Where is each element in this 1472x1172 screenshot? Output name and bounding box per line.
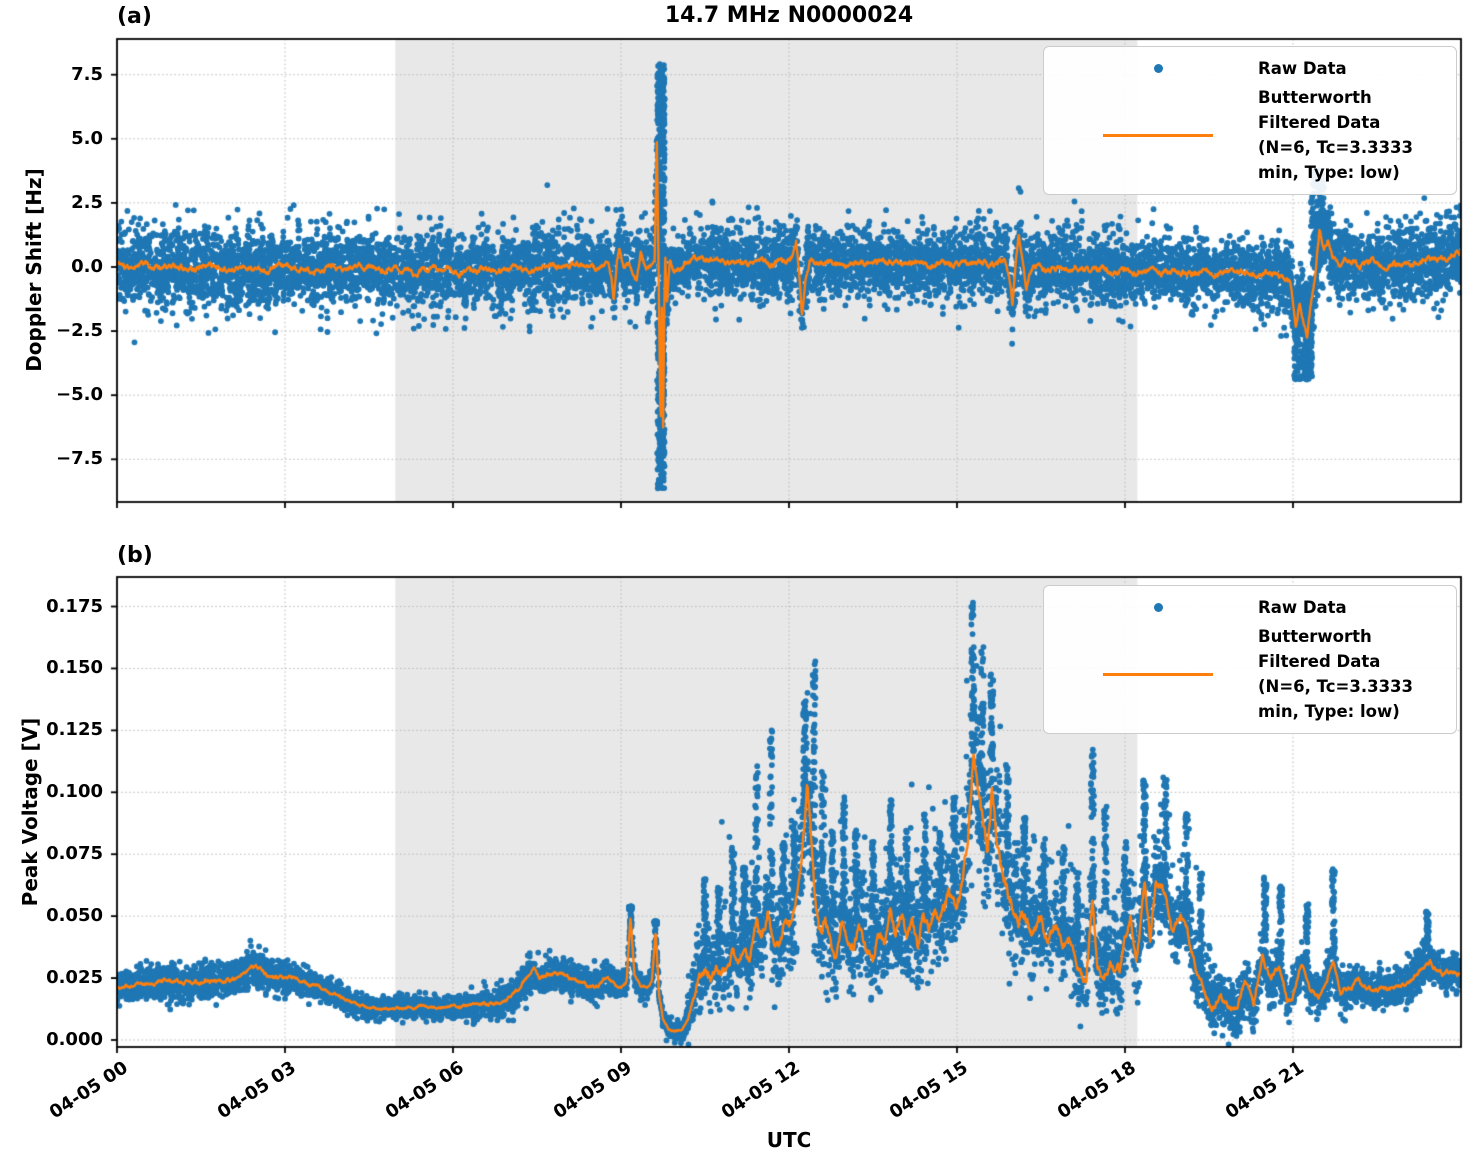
y-axis-label-voltage: Peak Voltage [V]	[18, 717, 42, 907]
panel-a-y-tick-label: 7.5	[71, 63, 103, 85]
legend-raw-label: Raw Data	[1258, 598, 1347, 617]
panel-b-y-tick-label: 0.100	[46, 781, 103, 803]
legend-row-raw: Raw Data	[1058, 595, 1446, 620]
legend-row-raw: Raw Data	[1058, 56, 1446, 81]
panel-b-y-tick-label: 0.000	[46, 1029, 103, 1050]
legend-filtered-label-line2: (N=6, Tc=3.3333 min, Type: low)	[1258, 138, 1414, 182]
legend-row-filtered: Butterworth Filtered Data (N=6, Tc=3.333…	[1058, 624, 1446, 724]
panel-b-label: (b)	[117, 543, 153, 568]
filtered-line-marker-icon	[1058, 672, 1258, 676]
panel-a-y-tick-label: 5.0	[71, 127, 103, 149]
legend-filtered-label-line2: (N=6, Tc=3.3333 min, Type: low)	[1258, 677, 1414, 721]
panel-a-y-tick-label: 2.5	[71, 191, 103, 213]
panel-b-y-tick-label: 0.150	[46, 657, 103, 679]
legend-raw-label: Raw Data	[1258, 59, 1347, 78]
figure-title: 14.7 MHz N0000024	[664, 3, 914, 28]
panel-b-y-tick-label: 0.075	[46, 843, 103, 865]
panel-b-y-tick-label: 0.125	[46, 719, 103, 741]
filtered-line-icon	[1103, 672, 1213, 676]
x-axis-label-utc: UTC	[766, 1128, 812, 1152]
panel-a-y-tick-label: −2.5	[56, 320, 103, 342]
raw-dot-icon	[1153, 603, 1163, 612]
legend-row-filtered: Butterworth Filtered Data (N=6, Tc=3.333…	[1058, 85, 1446, 185]
legend-panel-a: Raw Data Butterworth Filtered Data (N=6,…	[1043, 46, 1457, 195]
panel-b-y-tick-label: 0.050	[46, 905, 103, 927]
panel-a-label: (a)	[117, 4, 152, 29]
legend-filtered-label-line1: Butterworth Filtered Data	[1258, 627, 1381, 671]
legend-filtered-label: Butterworth Filtered Data (N=6, Tc=3.333…	[1258, 85, 1446, 185]
raw-dot-icon	[1153, 64, 1163, 73]
raw-data-marker-icon	[1058, 603, 1258, 612]
legend-filtered-label-line1: Butterworth Filtered Data	[1258, 88, 1381, 132]
panel-a-y-tick-label: 0.0	[71, 256, 103, 277]
filtered-line-icon	[1103, 133, 1213, 137]
panel-a-y-tick-label: −7.5	[56, 448, 103, 470]
panel-b-y-tick-label: 0.025	[46, 967, 103, 989]
panel-a-y-tick-label: −5.0	[56, 384, 103, 406]
raw-data-marker-icon	[1058, 64, 1258, 73]
legend-filtered-label: Butterworth Filtered Data (N=6, Tc=3.333…	[1258, 624, 1446, 724]
filtered-line-marker-icon	[1058, 133, 1258, 137]
legend-panel-b: Raw Data Butterworth Filtered Data (N=6,…	[1043, 585, 1457, 734]
panel-b-y-tick-label: 0.175	[46, 595, 103, 617]
